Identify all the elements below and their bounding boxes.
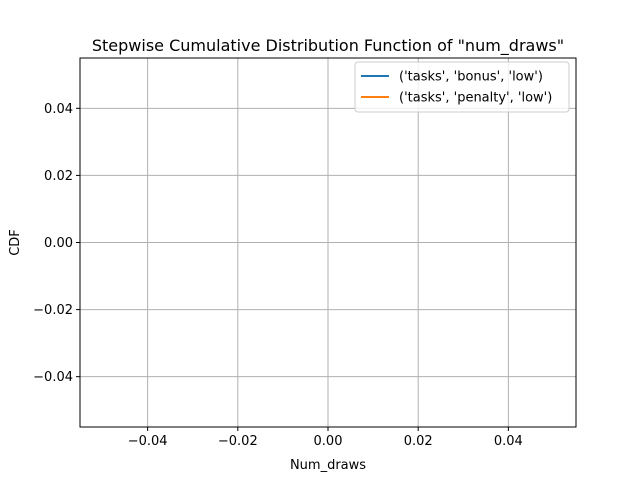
x-tick-label: −0.04 <box>128 434 168 449</box>
x-tick-label: −0.02 <box>218 434 258 449</box>
legend-box <box>354 61 570 113</box>
x-tick-label: 0.04 <box>494 434 523 449</box>
legend-label-penalty: ('tasks', 'penalty', 'low') <box>399 91 552 106</box>
grid-lines <box>80 58 576 427</box>
legend: ('tasks', 'bonus', 'low') ('tasks', 'pen… <box>354 61 570 113</box>
axis-ticks: −0.04 −0.02 0.00 0.02 0.04 0.04 0.02 0.00 −0.02 −… <box>33 102 523 449</box>
x-tick-label: 0.00 <box>314 434 343 449</box>
y-tick-label: −0.04 <box>33 370 73 385</box>
chart-title: Stepwise Cumulative Distribution Functio… <box>92 36 564 56</box>
y-tick-label: −0.02 <box>33 303 73 318</box>
y-tick-label: 0.00 <box>44 236 73 251</box>
x-axis-label: Num_draws <box>290 458 366 473</box>
legend-label-bonus: ('tasks', 'bonus', 'low') <box>399 70 543 85</box>
y-tick-label: 0.04 <box>44 102 73 117</box>
y-tick-label: 0.02 <box>44 169 73 184</box>
x-tick-label: 0.02 <box>404 434 433 449</box>
y-axis-label: CDF <box>8 229 23 256</box>
